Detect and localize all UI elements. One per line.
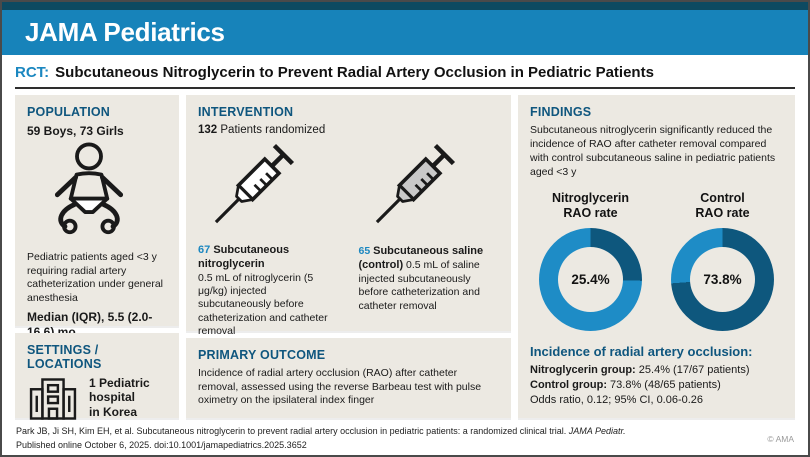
nitroglycerin-donut: Nitroglycerin RAO rate 25.4%	[536, 191, 646, 332]
group-name: Subcutaneous saline (control)	[358, 245, 484, 272]
published-line: Published online October 6, 2025. doi:10…	[16, 439, 307, 450]
donut-value: 73.8%	[703, 272, 742, 288]
primary-outcome-panel: PRIMARY OUTCOME Incidence of radial arte…	[186, 338, 511, 418]
article-title-text: Subcutaneous Nitroglycerin to Prevent Ra…	[55, 64, 654, 81]
donut-label: Nitroglycerin RAO rate	[551, 191, 630, 220]
group-description: 0.5 mL of saline injected subcutaneously…	[358, 259, 480, 312]
primary-outcome-text: Incidence of radial artery occlusion (RA…	[198, 367, 482, 407]
primary-outcome-heading: PRIMARY OUTCOME	[198, 348, 326, 362]
donut-value: 25.4%	[571, 272, 610, 288]
title-divider	[15, 87, 795, 89]
findings-summary: Subcutaneous nitroglycerin significantly…	[530, 124, 776, 178]
column-population: POPULATION 59 Boys, 73 Girls	[15, 95, 179, 420]
group-name: Subcutaneous nitroglycerin	[198, 244, 290, 270]
syringe-icon	[200, 138, 339, 238]
donut-label: Control RAO rate	[695, 191, 750, 220]
donut-hole: 73.8%	[690, 247, 755, 313]
column-intervention: INTERVENTION 132 Patients randomized	[186, 95, 511, 418]
population-panel: POPULATION 59 Boys, 73 Girls	[15, 95, 179, 339]
control-donut: Control RAO rate 73.8%	[668, 191, 778, 332]
donut-charts: Nitroglycerin RAO rate 25.4% Control RAO…	[530, 191, 783, 332]
study-type-tag: RCT:	[15, 64, 50, 81]
randomized-count: 132	[198, 124, 218, 136]
content-grid: POPULATION 59 Boys, 73 Girls	[2, 89, 808, 420]
saline-group: 65 Subcutaneous saline (control) 0.5 mL …	[359, 138, 500, 339]
group-description: 0.5 mL of nitroglycerin (5 μg/kg) inject…	[198, 271, 328, 338]
nitroglycerin-group: 67 Subcutaneous nitroglycerin 0.5 mL of …	[198, 138, 339, 339]
findings-heading: FINDINGS	[530, 105, 592, 119]
journal-title: JAMA Pediatrics	[25, 17, 225, 47]
donut-ring: 25.4%	[539, 228, 642, 332]
citation-text: Park JB, Ji SH, Kim EH, et al. Subcutane…	[16, 426, 567, 436]
citation-journal: JAMA Pediatr.	[568, 426, 626, 436]
citation-block: Park JB, Ji SH, Kim EH, et al. Subcutane…	[16, 425, 626, 452]
population-heading: POPULATION	[27, 105, 111, 119]
intervention-panel: INTERVENTION 132 Patients randomized	[186, 95, 511, 337]
settings-panel: SETTINGS / LOCATIONS 1 Pedia	[15, 333, 179, 420]
settings-text: 1 Pediatric hospital in Korea	[89, 376, 150, 419]
randomized-line: 132 Patients randomized	[198, 124, 499, 136]
incidence-row: Nitroglycerin group: 25.4% (17/67 patien…	[530, 364, 750, 377]
copyright-label: © AMA	[767, 433, 794, 444]
hospital-icon	[27, 376, 79, 427]
footer: Park JB, Ji SH, Kim EH, et al. Subcutane…	[2, 418, 808, 452]
findings-panel: FINDINGS Subcutaneous nitroglycerin sign…	[518, 95, 795, 418]
top-accent-strip	[2, 2, 808, 10]
donut-hole: 25.4%	[558, 247, 623, 313]
column-findings: FINDINGS Subcutaneous nitroglycerin sign…	[518, 95, 795, 418]
donut-ring: 73.8%	[671, 228, 774, 332]
incidence-heading: Incidence of radial artery occlusion:	[530, 344, 753, 360]
journal-masthead: JAMA Pediatrics	[2, 10, 808, 55]
syringe-icon	[361, 138, 500, 238]
incidence-row: Control group: 73.8% (48/65 patients)	[530, 379, 721, 392]
intervention-heading: INTERVENTION	[198, 105, 294, 119]
incidence-section: Incidence of radial artery occlusion: Ni…	[530, 344, 783, 408]
odds-ratio-line: Odds ratio, 0.12; 95% CI, 0.06-0.26	[530, 393, 704, 406]
population-description: Pediatric patients aged <3 y requiring r…	[27, 251, 164, 304]
group-title: 67 Subcutaneous nitroglycerin	[198, 244, 339, 272]
group-count: 65	[358, 245, 371, 257]
settings-heading: SETTINGS / LOCATIONS	[27, 343, 102, 371]
population-subjects: 59 Boys, 73 Girls	[27, 124, 124, 138]
baby-icon	[41, 142, 167, 243]
article-title: RCT: Subcutaneous Nitroglycerin to Preven…	[2, 55, 808, 87]
group-count: 67	[198, 244, 211, 256]
group-text: 65 Subcutaneous saline (control) 0.5 mL …	[359, 244, 500, 313]
randomized-label: Patients randomized	[220, 124, 326, 136]
